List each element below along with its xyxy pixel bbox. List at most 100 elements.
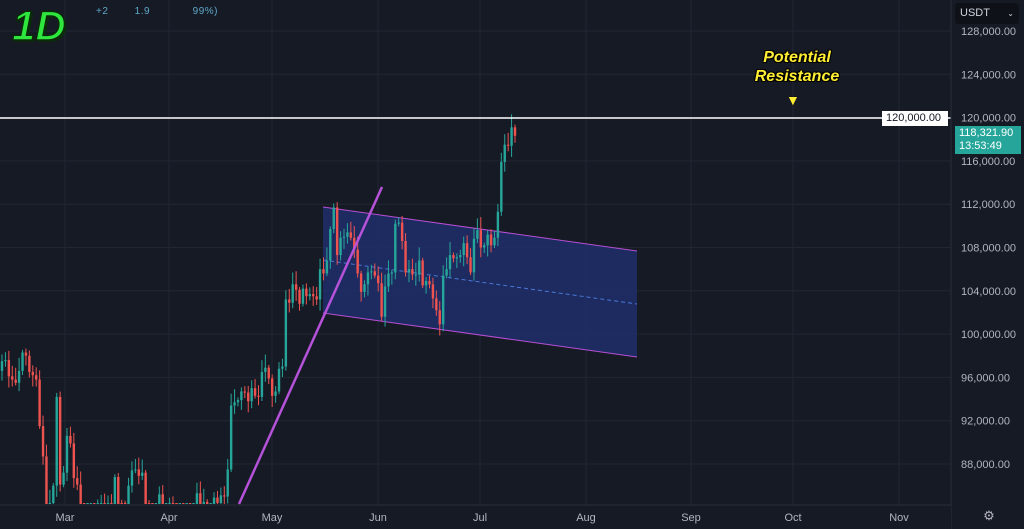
candle-body [465,243,469,258]
candle [513,124,517,143]
y-tick-label: 88,000.00 [961,459,1010,471]
candle [291,272,294,309]
candle-body [315,296,318,300]
candle-body [431,284,435,299]
candle [82,503,86,504]
candle-body [151,503,154,504]
candle [366,267,370,296]
candle-body [144,472,147,504]
candle-body [28,355,31,372]
candle-body [260,371,264,397]
trendline[interactable] [237,186,384,505]
candle [65,427,69,481]
candle-body [168,503,171,504]
channel-midline [322,259,638,305]
time-axis-labels: Mar Apr May Jun Jul Aug Sep Oct Nov [56,512,910,524]
candle-body [284,299,288,367]
currency-selector[interactable]: USDT ⌄ [955,3,1019,24]
candle [223,486,226,504]
candle-body [387,273,390,287]
y-tick-label: 120,000.00 [961,113,1016,125]
candle-body [428,281,431,285]
time-axis[interactable] [0,505,951,529]
candle-body [52,485,55,503]
y-tick-label: 104,000.00 [961,286,1016,298]
candle [103,493,106,504]
candle-body [489,234,493,246]
y-tick-label: 116,000.00 [961,156,1015,168]
price-axis[interactable] [951,0,1024,529]
candle-body [82,503,86,504]
x-tick-label: Jul [473,512,487,524]
candle [380,272,383,321]
candle [455,253,459,269]
candle [506,132,510,152]
candle [496,203,500,247]
candle-body [441,275,445,325]
x-tick-label: Oct [784,512,801,524]
candle-body [493,237,496,246]
candle-body [424,281,428,286]
candle-body [96,503,99,504]
candle-body [277,368,281,392]
channel-top-line[interactable] [322,206,638,252]
candle [476,218,479,243]
candle-body [192,503,195,504]
candle [359,270,363,302]
candle [212,492,216,504]
last-price-tag: 118,321.90 13:53:49 [955,126,1021,154]
candle-body [79,484,82,504]
candle [441,265,445,332]
candle [452,252,455,263]
candle [298,287,301,311]
candle [164,503,168,504]
candle [178,503,182,504]
candle-body [55,396,58,486]
candle-body [445,269,448,276]
candle [55,392,58,497]
candle-body [325,260,329,274]
candle [274,386,277,403]
candle-body [305,288,308,297]
bar-countdown: 13:53:49 [959,140,1002,152]
candle-body [353,237,356,250]
candle [185,503,188,504]
candles [0,114,517,504]
candle-body [229,405,233,470]
candle [260,360,264,401]
candle [38,370,41,429]
gear-icon[interactable]: ⚙ [983,508,995,523]
candle-body [335,207,339,256]
candle-body [301,288,305,304]
candle [147,500,151,504]
candle [175,503,178,504]
candle [277,362,281,395]
candle-body [216,497,219,503]
candle [424,277,428,294]
candle [288,288,291,313]
candle [332,203,335,234]
candle-body [308,294,311,297]
candle [264,354,267,382]
candle [503,134,506,172]
candle [236,397,240,407]
candle-body [366,272,370,285]
candle [411,258,414,281]
candle-body [171,503,175,504]
candle [377,266,380,292]
descending-channel[interactable] [323,207,637,357]
candle [28,350,31,378]
candle [390,269,394,285]
y-tick-label: 108,000.00 [961,243,1016,255]
candle-body [332,207,335,230]
candle-body [383,286,387,317]
candle-body [89,503,93,504]
candle [137,457,140,485]
candle-body [69,435,72,444]
candle-body [342,236,346,238]
candle [86,503,89,504]
y-tick-label: 124,000.00 [961,69,1016,81]
candle [48,489,52,504]
channel-bottom-line[interactable] [322,312,638,358]
